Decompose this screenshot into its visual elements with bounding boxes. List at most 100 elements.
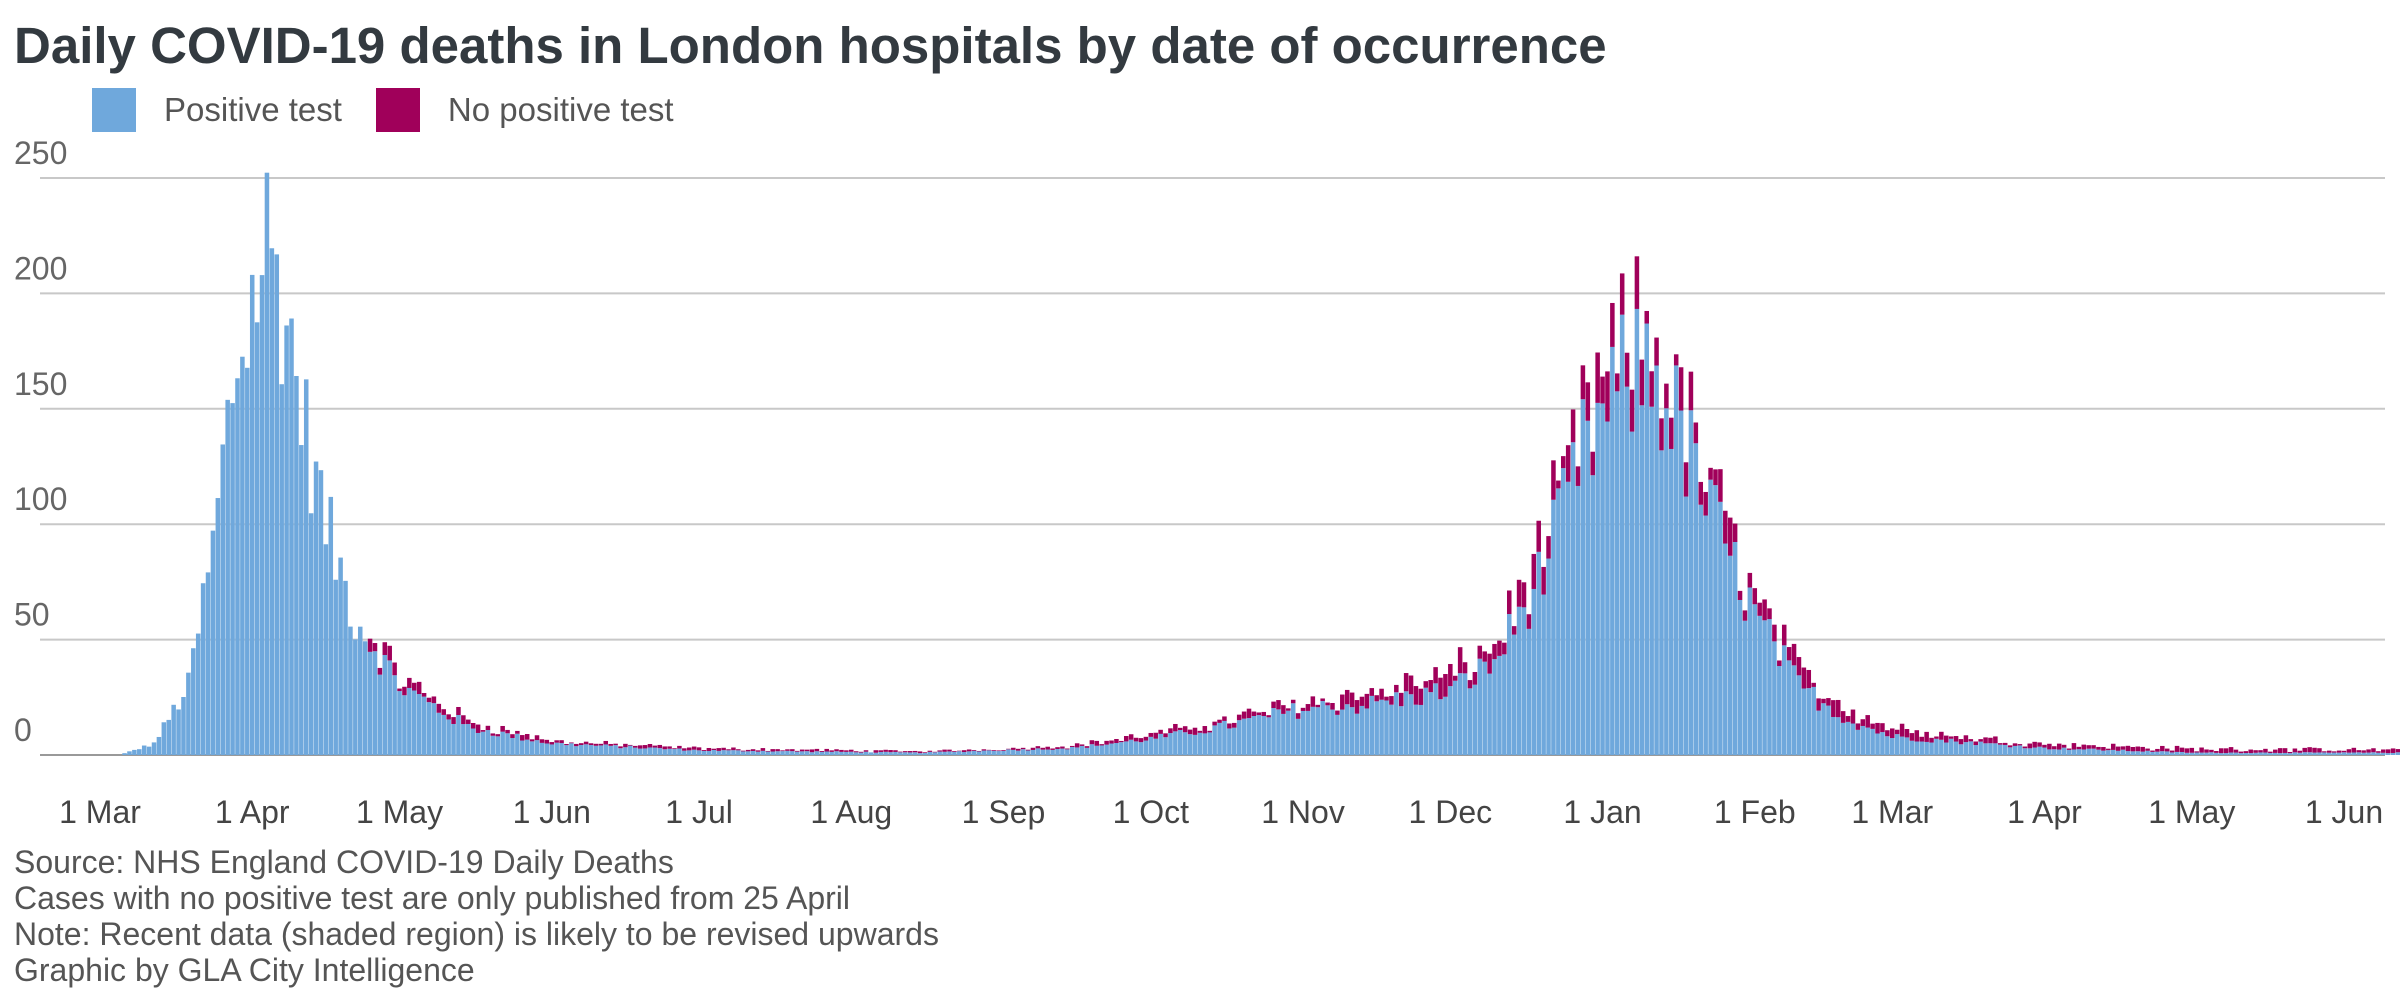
bar-no-positive-test — [2184, 748, 2190, 753]
bar-positive-test — [2351, 752, 2357, 755]
bar-positive-test — [2228, 752, 2234, 755]
bar-positive-test — [976, 751, 982, 755]
bar-positive-test — [1801, 688, 1807, 755]
bar-no-positive-test — [917, 751, 923, 754]
bar-positive-test — [986, 750, 992, 755]
bar-no-positive-test — [1133, 737, 1139, 742]
bar-no-positive-test — [1001, 750, 1006, 751]
bar-positive-test — [1163, 737, 1168, 755]
bar-no-positive-test — [1217, 719, 1222, 723]
bar-positive-test — [1870, 728, 1875, 755]
bar-positive-test — [632, 747, 638, 755]
bar-no-positive-test — [2189, 747, 2195, 753]
bar-no-positive-test — [1664, 383, 1669, 409]
bar-positive-test — [657, 748, 663, 755]
bar-no-positive-test — [1561, 456, 1566, 469]
bar-no-positive-test — [2346, 749, 2352, 753]
bar-positive-test — [1894, 734, 1900, 755]
bar-positive-test — [2361, 752, 2366, 755]
bar-positive-test — [839, 751, 844, 755]
bar-no-positive-test — [1958, 739, 1964, 745]
bar-positive-test — [1069, 746, 1075, 755]
bar-positive-test — [647, 747, 653, 755]
bar-no-positive-test — [2145, 748, 2150, 751]
bar-positive-test — [156, 736, 162, 755]
bar-no-positive-test — [809, 749, 815, 753]
bar-no-positive-test — [745, 749, 751, 752]
bar-positive-test — [1389, 704, 1394, 755]
bar-no-positive-test — [760, 748, 766, 751]
bar-positive-test — [200, 583, 206, 755]
bar-no-positive-test — [819, 751, 825, 753]
bar-no-positive-test — [1929, 737, 1934, 743]
bar-no-positive-test — [912, 750, 918, 753]
bar-no-positive-test — [1531, 553, 1537, 589]
bar-positive-test — [1020, 749, 1026, 755]
bar-no-positive-test — [1953, 736, 1959, 742]
bar-no-positive-test — [1870, 723, 1875, 729]
bar-positive-test — [2012, 745, 2018, 755]
bar-no-positive-test — [1831, 700, 1836, 717]
bar-positive-test — [2233, 752, 2239, 755]
bar-positive-test — [1178, 729, 1183, 755]
bar-no-positive-test — [1747, 572, 1753, 588]
bar-positive-test — [2302, 752, 2307, 755]
bar-positive-test — [1919, 741, 1924, 755]
bar-no-positive-test — [1428, 680, 1433, 693]
x-tick-label: 1 Mar — [1851, 794, 1933, 830]
bar-positive-test — [377, 674, 383, 755]
bar-positive-test — [313, 461, 319, 755]
bar-no-positive-test — [1516, 579, 1522, 607]
bar-no-positive-test — [1570, 409, 1576, 443]
bar-no-positive-test — [564, 744, 569, 746]
bar-no-positive-test — [755, 750, 761, 752]
bar-positive-test — [1595, 402, 1600, 755]
bar-no-positive-test — [1610, 302, 1615, 347]
bar-positive-test — [1403, 691, 1409, 755]
bar-no-positive-test — [1241, 711, 1247, 719]
bar-positive-test — [529, 741, 535, 755]
bar-positive-test — [2047, 749, 2052, 755]
bar-no-positive-test — [1973, 741, 1978, 746]
bar-no-positive-test — [520, 735, 525, 741]
bar-no-positive-test — [2209, 749, 2214, 753]
bar-positive-test — [2218, 753, 2224, 755]
bar-positive-test — [1290, 703, 1296, 755]
bar-positive-test — [745, 751, 751, 755]
bar-positive-test — [461, 724, 466, 755]
bar-positive-test — [1050, 749, 1055, 755]
bar-no-positive-test — [952, 751, 957, 752]
bar-no-positive-test — [1919, 736, 1924, 742]
bar-positive-test — [1065, 749, 1070, 755]
bar-positive-test — [510, 738, 515, 755]
bar-no-positive-test — [927, 750, 933, 752]
bar-positive-test — [1413, 704, 1419, 755]
bar-no-positive-test — [765, 750, 771, 752]
bar-no-positive-test — [2076, 746, 2082, 750]
bar-positive-test — [1128, 739, 1134, 755]
bar-no-positive-test — [2381, 749, 2386, 753]
bar-no-positive-test — [1349, 692, 1355, 708]
bar-positive-test — [1698, 504, 1704, 755]
bar-positive-test — [1359, 705, 1365, 755]
bar-positive-test — [2184, 752, 2190, 755]
bar-positive-test — [1914, 741, 1920, 755]
bar-positive-test — [1580, 399, 1586, 755]
bar-no-positive-test — [2292, 748, 2298, 753]
bar-no-positive-test — [1320, 698, 1325, 702]
bar-positive-test — [2253, 752, 2258, 755]
bar-no-positive-test — [2272, 749, 2278, 753]
bar-positive-test — [1035, 748, 1041, 755]
bar-positive-test — [2385, 753, 2391, 755]
bar-no-positive-test — [1143, 736, 1149, 741]
bar-positive-test — [1300, 710, 1306, 755]
bar-positive-test — [451, 723, 456, 755]
bar-no-positive-test — [2287, 751, 2293, 754]
bar-no-positive-test — [1398, 692, 1404, 707]
bar-no-positive-test — [1521, 582, 1527, 608]
bar-no-positive-test — [1300, 707, 1306, 711]
bar-no-positive-test — [377, 667, 383, 675]
bar-no-positive-test — [696, 747, 702, 751]
bar-no-positive-test — [726, 749, 731, 751]
chart-notes: Source: NHS England COVID-19 Daily Death… — [14, 844, 939, 988]
